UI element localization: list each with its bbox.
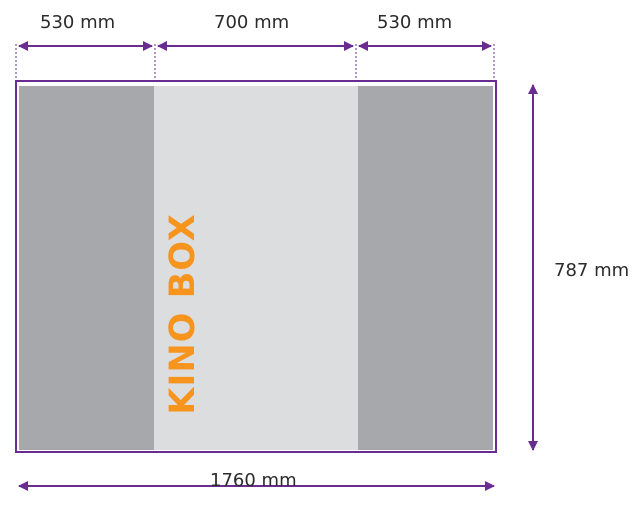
right-side-panel — [358, 86, 493, 450]
height-label: 787 mm — [554, 260, 630, 281]
right-panel-width-label: 530 mm — [377, 12, 453, 33]
extension-lines — [15, 44, 495, 81]
total-width-label: 1760 mm — [210, 470, 297, 491]
product-name-vertical: KINO BOX — [163, 205, 203, 423]
center-panel — [154, 86, 358, 450]
product-name-text: KINO BOX — [163, 213, 204, 415]
box-outline — [15, 80, 497, 453]
center-panel-width-label: 700 mm — [214, 12, 290, 33]
left-panel-width-label: 530 mm — [40, 12, 116, 33]
left-side-panel — [19, 86, 154, 450]
